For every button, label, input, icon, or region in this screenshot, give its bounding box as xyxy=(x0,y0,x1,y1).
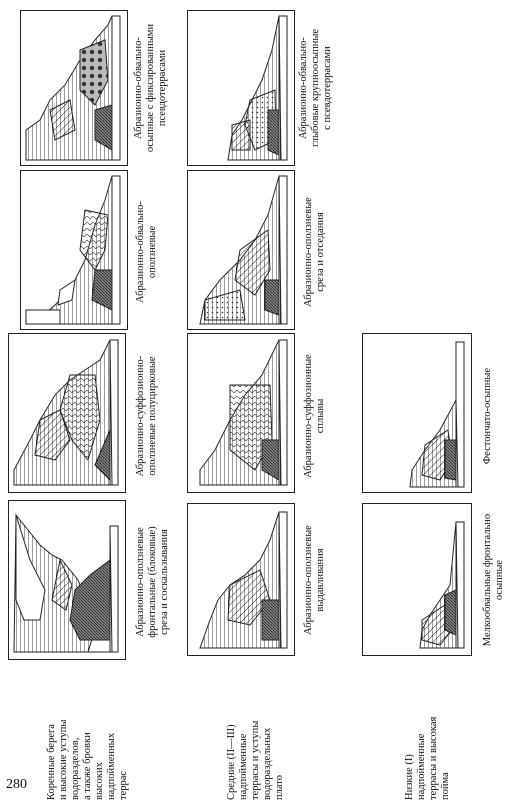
caption-r3c2: Фестончато-осыпные xyxy=(482,367,493,465)
caption-r2c3: Абразионно-оползневые среза и отседания xyxy=(303,197,326,307)
row-label-3: Низкие (I) надпойменные террасы и высока… xyxy=(404,716,451,800)
caption-r3c1: Мелкообвальные фронтально осыпные xyxy=(482,513,505,647)
row-label-2: Средние (II—III) надпойменные террасы и … xyxy=(226,720,285,800)
caption-r1c3: Абразионно-обвально- оползневые xyxy=(135,201,158,303)
row-label-1: Коренные берега и высокие уступы водораз… xyxy=(46,719,129,800)
caption-r1c4: Абразионно-обвально- осыпные с фиксирова… xyxy=(133,23,168,153)
page-number: 280 xyxy=(6,777,27,792)
caption-r2c2: Абразионно-суффозионные сплывы xyxy=(303,354,326,478)
caption-r2c1: Абразионно-оползневые выдавливания xyxy=(303,525,326,635)
caption-r1c1: Абразионно-оползневые фронтальные (блоко… xyxy=(135,526,170,638)
caption-r2c4: Абразионно-обвально- глыбовые крупноосып… xyxy=(298,28,333,148)
caption-r1c2: Абразионно-суффозионно- оползневые полуц… xyxy=(135,355,158,477)
